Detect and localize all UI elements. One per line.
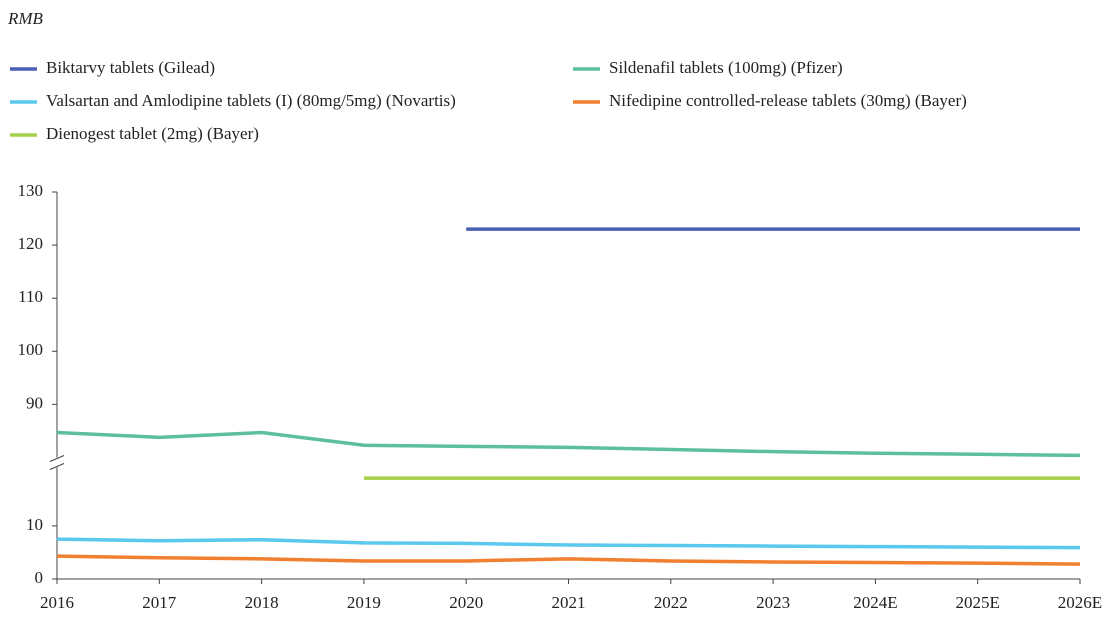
x-tick-label: 2026E bbox=[1058, 593, 1102, 612]
axis-break bbox=[49, 463, 65, 470]
series-line bbox=[56, 537, 1081, 550]
y-tick-label: 0 bbox=[35, 568, 44, 587]
series-line bbox=[56, 430, 1081, 458]
x-tick-label: 2019 bbox=[347, 593, 381, 612]
legend-label: Biktarvy tablets (Gilead) bbox=[46, 58, 215, 77]
y-tick-label: 110 bbox=[18, 287, 43, 306]
y-tick-label: 120 bbox=[18, 234, 44, 253]
series-line bbox=[56, 554, 1081, 566]
legend-label: Nifedipine controlled-release tablets (3… bbox=[609, 91, 967, 110]
y-tick-label: 130 bbox=[18, 181, 44, 200]
y-tick-label: 100 bbox=[18, 340, 44, 359]
unit-label: RMB bbox=[7, 9, 44, 28]
x-tick-label: 2016 bbox=[40, 593, 74, 612]
x-tick-label: 2020 bbox=[449, 593, 483, 612]
y-tick-label: 10 bbox=[26, 515, 43, 534]
x-tick-label: 2021 bbox=[552, 593, 586, 612]
x-tick-label: 2018 bbox=[245, 593, 279, 612]
legend-label: Dienogest tablet (2mg) (Bayer) bbox=[46, 124, 259, 143]
axis-break bbox=[49, 455, 65, 462]
legend-label: Sildenafil tablets (100mg) (Pfizer) bbox=[609, 58, 843, 77]
x-tick-label: 2017 bbox=[142, 593, 177, 612]
x-tick-label: 2023 bbox=[756, 593, 790, 612]
legend-label: Valsartan and Amlodipine tablets (I) (80… bbox=[46, 91, 456, 110]
y-tick-label: 90 bbox=[26, 393, 43, 412]
x-tick-label: 2025E bbox=[956, 593, 1000, 612]
x-tick-label: 2024E bbox=[853, 593, 897, 612]
x-tick-label: 2022 bbox=[654, 593, 688, 612]
